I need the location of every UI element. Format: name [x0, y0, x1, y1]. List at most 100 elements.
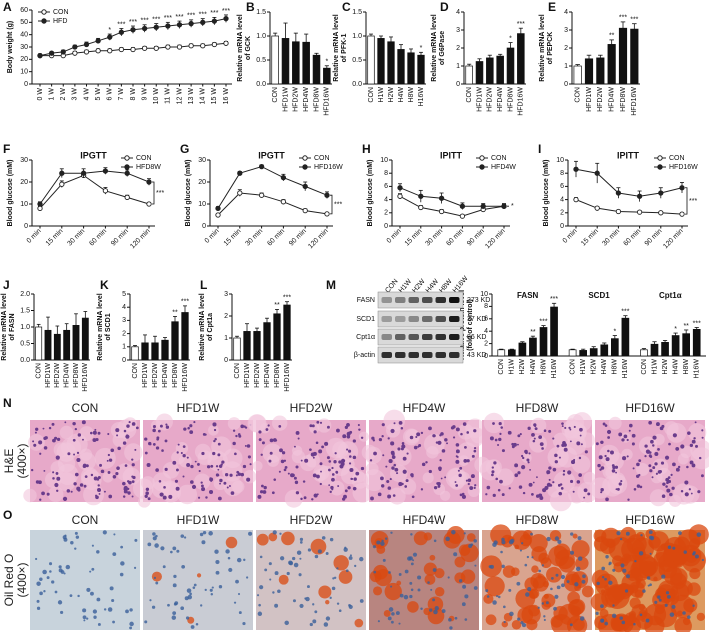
nucleus [522, 491, 526, 495]
nucleus [360, 466, 365, 471]
nucleus [296, 550, 302, 555]
nucleus [151, 605, 156, 609]
nucleus [662, 482, 666, 486]
nucleus [283, 468, 287, 472]
nucleus [228, 485, 231, 487]
marker [636, 209, 643, 215]
cell [272, 415, 288, 431]
nucleus [299, 541, 303, 544]
nucleus [273, 478, 277, 481]
nucleus [404, 569, 409, 574]
marker [153, 45, 159, 51]
nucleus [556, 585, 561, 590]
nucleus [608, 561, 612, 565]
nucleus [315, 441, 319, 445]
nucleus [232, 429, 236, 432]
y-tick-label: 3 [122, 317, 126, 324]
nucleus [107, 453, 111, 457]
cell [440, 490, 451, 501]
band-name: β-actin [354, 352, 375, 359]
x-tick-label: 120 min [307, 228, 330, 251]
nucleus [318, 449, 323, 454]
y-tick-label: 0 [560, 223, 564, 230]
nucleus [348, 455, 352, 458]
nucleus [696, 532, 702, 537]
nucleus [73, 453, 76, 456]
significance: ** [172, 309, 178, 316]
cell [116, 419, 137, 440]
lipid [678, 547, 685, 554]
legend-marker [302, 155, 308, 161]
x-tick-label: 15 min [580, 228, 600, 248]
nucleus [648, 464, 652, 468]
nucleus [228, 567, 233, 573]
nucleus [63, 537, 68, 542]
nucleus [109, 586, 114, 591]
nucleus [259, 585, 264, 590]
x-tick-label: 120 min [484, 228, 507, 251]
nucleus [82, 615, 87, 620]
x-tick-label: HFD8W [507, 87, 514, 112]
nucleus [202, 530, 207, 535]
y-tick-label: 3 [224, 291, 228, 298]
lipid [531, 565, 539, 573]
y-axis-label: of Cpt1a [207, 313, 214, 341]
lipid [540, 557, 552, 569]
nucleus [36, 599, 40, 603]
nucleus [391, 455, 396, 459]
nucleus [293, 476, 297, 480]
lipid [514, 544, 520, 550]
nucleus [122, 441, 127, 445]
nucleus [417, 588, 421, 592]
nucleus [312, 619, 317, 624]
cell [81, 469, 102, 491]
nucleus [517, 434, 521, 438]
nucleus [341, 458, 346, 463]
nucleus [199, 532, 204, 537]
nucleus [626, 438, 629, 442]
x-tick-label: CON [272, 87, 279, 103]
nucleus [370, 496, 374, 501]
band-size: 43 KD [467, 352, 486, 359]
cell [208, 424, 219, 436]
nucleus [615, 471, 617, 474]
marker [397, 193, 403, 199]
nucleus [373, 451, 377, 456]
nucleus [131, 458, 134, 461]
nucleus [545, 601, 549, 605]
y-axis-label: Relative mRNA level [1, 293, 8, 360]
marker [141, 45, 148, 51]
nucleus [455, 459, 460, 464]
nucleus [126, 434, 129, 437]
nucleus [387, 486, 392, 490]
nucleus [336, 567, 339, 570]
nucleus [579, 616, 585, 621]
y-tick-label: 0 [202, 223, 206, 230]
nucleus [437, 440, 442, 445]
nucleus [670, 473, 673, 476]
significance: *** [283, 295, 291, 302]
chart-title: IPGTT [258, 150, 285, 160]
nucleus [554, 536, 560, 541]
nucleus [360, 436, 364, 439]
marker [83, 49, 90, 55]
nucleus [72, 438, 76, 442]
lipid [571, 540, 590, 559]
band [449, 352, 460, 358]
series-line [39, 170, 150, 205]
nucleus [583, 496, 586, 499]
band [381, 334, 392, 340]
x-tick-label: 11 W [165, 88, 172, 104]
lipid [490, 524, 512, 546]
lipid [434, 568, 445, 579]
nucleus [305, 596, 310, 602]
nucleus [260, 453, 263, 456]
nucleus [95, 437, 99, 442]
band [422, 297, 433, 303]
nucleus [30, 468, 34, 472]
nucleus [152, 532, 156, 536]
nucleus [134, 448, 137, 451]
nucleus [462, 584, 467, 589]
nucleus [39, 591, 43, 596]
nucleus [49, 570, 52, 573]
